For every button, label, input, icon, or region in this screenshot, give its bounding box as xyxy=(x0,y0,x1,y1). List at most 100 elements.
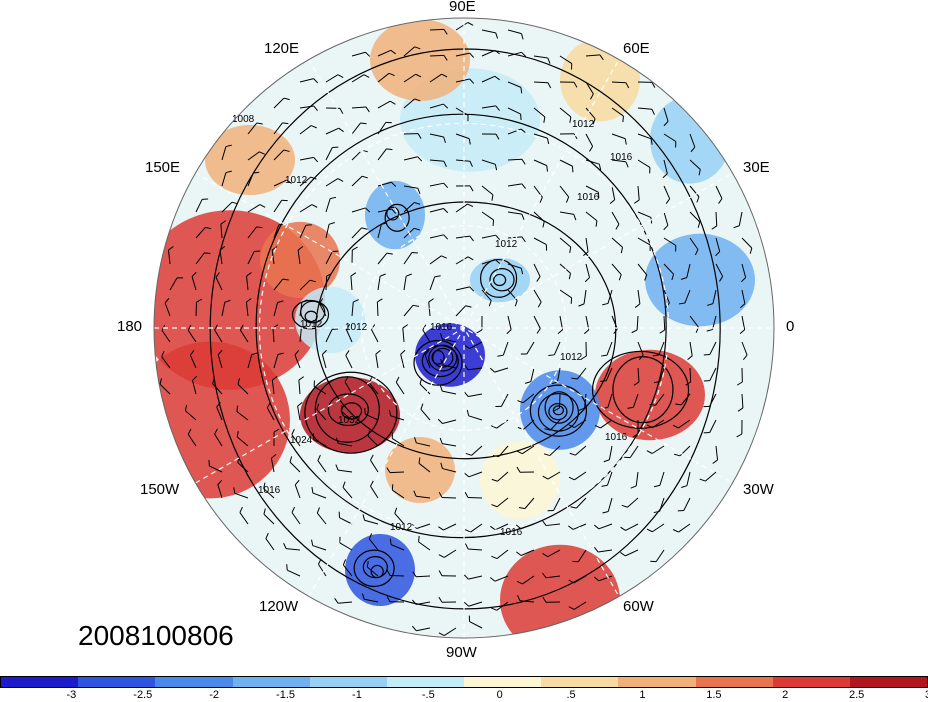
anomaly-patch xyxy=(595,349,705,441)
wind-barb xyxy=(715,237,721,252)
wind-barb-feather xyxy=(464,529,471,533)
wind-barb-feather xyxy=(646,450,653,454)
wind-barb-feather xyxy=(316,507,320,514)
wind-barb xyxy=(247,251,255,265)
wind-barb-feather xyxy=(521,33,524,40)
isobar xyxy=(544,391,574,424)
wind-barb xyxy=(741,393,744,409)
wind-barb-feather xyxy=(491,194,494,201)
wind-barb xyxy=(709,393,717,407)
wind-barb-feather xyxy=(441,73,448,78)
anomaly-patch xyxy=(154,341,290,499)
wind-barb xyxy=(368,538,379,551)
wind-barb-feather xyxy=(271,246,278,251)
wind-barb-feather xyxy=(490,425,497,429)
wind-barb xyxy=(377,100,391,109)
wind-barb-feather xyxy=(680,277,687,280)
colorbar-swatch xyxy=(772,677,850,687)
wind-barb xyxy=(270,458,275,473)
wind-barb xyxy=(715,211,718,227)
wind-barb-feather xyxy=(386,252,393,255)
wind-barb-feather xyxy=(283,149,290,152)
wind-barb xyxy=(273,122,283,135)
wind-barb-feather xyxy=(632,433,639,438)
wind-barb-feather xyxy=(251,352,258,356)
wind-barb xyxy=(625,523,639,531)
wind-barb-feather xyxy=(671,274,675,281)
wind-barb xyxy=(195,199,203,213)
wind-barb-feather xyxy=(742,354,748,361)
wind-barb-feather xyxy=(236,405,239,412)
wind-barb-feather xyxy=(342,481,346,488)
wind-barb-feather xyxy=(159,378,162,385)
wind-barb-feather xyxy=(516,450,523,455)
isobar xyxy=(304,371,398,454)
colorbar-swatch xyxy=(541,677,619,687)
wind-barb-feather xyxy=(345,350,350,356)
wind-barb xyxy=(299,125,312,135)
wind-barb-feather xyxy=(497,354,504,357)
isobar-label: 1012 xyxy=(285,175,308,186)
wind-barb xyxy=(607,393,613,408)
wind-barb-feather xyxy=(516,466,521,473)
wind-barb xyxy=(659,471,665,486)
wind-barb-feather xyxy=(568,525,574,530)
wind-barb-feather xyxy=(394,507,398,514)
wind-barb-feather xyxy=(740,303,746,309)
wind-barb-feather xyxy=(237,378,240,385)
wind-barb xyxy=(637,107,652,110)
wind-barb-feather xyxy=(256,226,263,229)
wind-barb-feather xyxy=(334,597,339,604)
wind-barb-feather xyxy=(414,202,421,205)
wind-barb-feather xyxy=(495,234,501,241)
wind-barb xyxy=(598,523,613,530)
wind-barb xyxy=(317,460,327,473)
wind-barb xyxy=(366,566,379,577)
wind-barb xyxy=(455,22,469,31)
wind-barb-feather xyxy=(696,196,700,203)
wind-barb xyxy=(455,305,466,317)
wind-barb-feather xyxy=(390,49,396,55)
colorbar-labels: -3 -2.5 -2 -1.5 -1 -.5 0 .5 1 1.5 2 2.5 3 xyxy=(0,689,928,702)
wind-barb xyxy=(741,263,747,278)
wind-barb xyxy=(263,488,275,499)
wind-barb-feather xyxy=(224,299,231,303)
wind-barb-feather xyxy=(191,271,197,277)
wind-barb-feather xyxy=(672,529,679,533)
lat-lon-grid xyxy=(154,18,774,638)
wind-barb-feather xyxy=(494,75,500,81)
isobar-label: 1012 xyxy=(300,319,323,330)
wind-barb-feather xyxy=(321,349,327,355)
wind-barb-feather xyxy=(649,403,656,406)
wind-barb-feather xyxy=(464,543,469,550)
wind-barb-feather xyxy=(599,54,604,61)
wind-barb-feather xyxy=(568,273,571,280)
wind-barb xyxy=(187,434,197,447)
isobar-label: 1008 xyxy=(232,114,255,125)
wind-barb-feather xyxy=(718,198,723,204)
wind-barb-feather xyxy=(443,136,446,143)
wind-barb-feather xyxy=(313,105,318,112)
wind-barb xyxy=(429,208,444,213)
polar-map: 1008 1012 1012 1016 1012 1016 1012 1012 1016 1032… xyxy=(153,17,775,639)
wind-barb-feather xyxy=(663,225,669,231)
wind-barb xyxy=(217,484,223,499)
wind-barb xyxy=(313,439,327,447)
isobar-label: 1012 xyxy=(390,522,413,533)
wind-barb xyxy=(403,252,413,265)
wind-barb xyxy=(455,286,470,291)
wind-barb xyxy=(312,545,327,551)
wind-barb xyxy=(391,437,405,447)
wind-barb-feather xyxy=(583,251,589,256)
wind-barb-feather xyxy=(386,148,393,151)
wind-barb xyxy=(429,73,442,83)
colorbar-tick-label: -2 xyxy=(209,689,220,701)
wind-barb xyxy=(546,523,561,527)
wind-barb-feather xyxy=(547,82,552,89)
wind-barb xyxy=(389,574,405,577)
wind-barb xyxy=(738,211,743,226)
wind-barb-feather xyxy=(417,133,422,139)
colorbar-tick-label: -1.5 xyxy=(276,689,296,701)
wind-barb xyxy=(377,252,388,265)
wind-barb xyxy=(286,548,301,551)
